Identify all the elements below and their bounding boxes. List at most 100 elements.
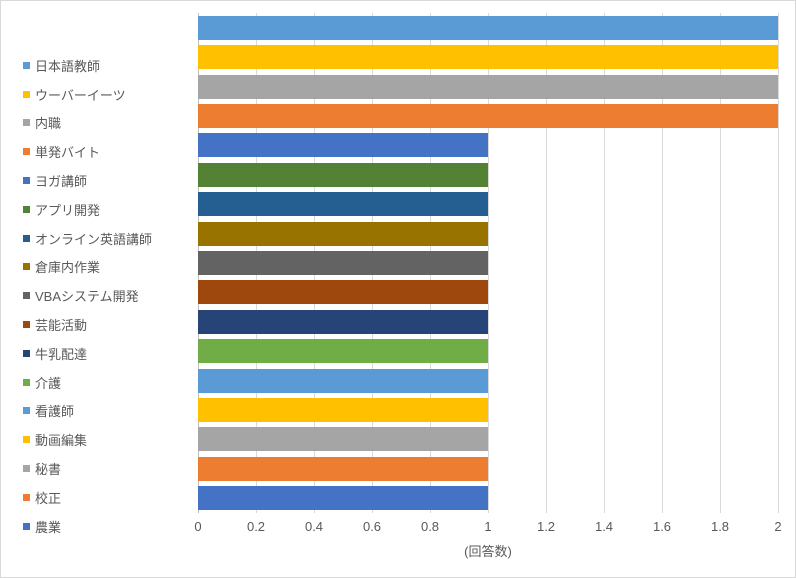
bar-band [198,366,778,395]
gridline [720,13,721,513]
bar-牛乳配達[interactable] [198,309,488,334]
bar-日本語教師[interactable] [198,15,778,40]
legend-label: 芸能活動 [35,318,88,334]
chart-legend: 日本語教師ウーバーイーツ 内職単発バイトヨガ講師アプリ開発オンライン英語講師 倉庫内… [23,51,152,541]
legend-label: 校正 [35,490,62,506]
x-tick-label: 1.6 [652,519,672,534]
legend-swatch-icon [23,349,30,357]
legend-swatch-icon [23,119,30,127]
bar-秘書[interactable] [198,427,488,452]
bar-band [198,454,778,483]
x-axis-ticks: 0 0.2 0.4 0.6 0.8 1 1.2 1.4 1.6 1.8 2 [194,513,782,534]
legend-label: 単発バイト [35,145,101,161]
legend-label: 日本語教師 [35,58,101,74]
bar-band [198,189,778,218]
legend-item[interactable]: 芸能活動 [23,310,152,339]
legend-swatch-icon [23,378,30,386]
legend-swatch-icon [23,522,30,530]
bar-単発バイト[interactable] [198,103,778,128]
legend-swatch-icon [23,465,30,473]
gridline [546,13,547,513]
bar-芸能活動[interactable] [198,280,488,305]
x-tick-label: 1 [484,519,492,534]
legend-item[interactable]: 単発バイト [23,137,152,166]
bar-band [198,101,778,130]
legend-swatch-icon [23,148,30,156]
x-tick-label: 0 [194,519,202,534]
bar-校正[interactable] [198,456,488,481]
gridline [662,13,663,513]
x-tick-label: 0.2 [246,519,266,534]
bar-VBAシステム開発[interactable] [198,250,488,275]
legend-swatch-icon [23,177,30,185]
legend-item[interactable]: 看護師 [23,397,152,426]
x-tick-label: 2 [774,519,782,534]
legend-item[interactable]: 内職 [23,109,152,138]
bar-動画編集[interactable] [198,397,488,422]
legend-label: 農業 [35,519,62,535]
bar-band [198,425,778,454]
bar-band [198,248,778,277]
x-axis-title: (回答数) [464,544,512,559]
legend-label: アプリ開発 [35,202,101,218]
bar-アプリ開発[interactable] [198,162,488,187]
bar-ヨガ講師[interactable] [198,133,488,158]
legend-label: ヨガ講師 [35,174,88,190]
x-tick-label: 1.8 [710,519,730,534]
legend-item[interactable]: 動画編集 [23,425,152,454]
legend-item[interactable]: オンライン英語講師 [23,224,152,253]
plot-area: 0 0.2 0.4 0.6 0.8 1 1.2 1.4 1.6 1.8 2 (回答数) [194,13,782,559]
legend-label: 牛乳配達 [35,346,88,362]
bar-農業[interactable] [198,486,488,511]
bar-band [198,160,778,189]
legend-item[interactable]: ウーバーイーツ [23,80,152,109]
legend-label: 介護 [35,375,62,391]
legend-swatch-icon [23,493,30,501]
legend-swatch-icon [23,90,30,98]
legend-item[interactable]: 日本語教師 [23,51,152,80]
legend-item[interactable]: VBAシステム開発 [23,281,152,310]
bar-series [198,13,778,513]
legend-swatch-icon [23,407,30,415]
bar-内職[interactable] [198,74,778,99]
legend-item[interactable]: 秘書 [23,454,152,483]
bar-オンライン英語講師[interactable] [198,192,488,217]
legend-swatch-icon [23,205,30,213]
bar-band [198,42,778,71]
legend-item[interactable]: 介護 [23,368,152,397]
bar-看護師[interactable] [198,368,488,393]
gridline [604,13,605,513]
bar-band [198,13,778,42]
gridline [778,13,779,513]
legend-item[interactable]: ヨガ講師 [23,166,152,195]
legend-swatch-icon [23,234,30,242]
bar-倉庫内作業[interactable] [198,221,488,246]
legend-swatch-icon [23,436,30,444]
bar-ウーバーイーツ[interactable] [198,45,778,70]
legend-item[interactable]: 農業 [23,512,152,541]
legend-label: 倉庫内作業 [35,260,101,276]
bar-band [198,395,778,424]
legend-swatch-icon [23,263,30,271]
bar-band [198,307,778,336]
bar-介護[interactable] [198,339,488,364]
legend-label: 内職 [35,116,62,132]
legend-label: VBAシステム開発 [35,289,139,305]
x-tick-label: 0.6 [362,519,382,534]
legend-item[interactable]: 牛乳配達 [23,339,152,368]
bar-band [198,484,778,513]
bar-band [198,72,778,101]
legend-label: ウーバーイーツ [35,87,126,103]
legend-label: 動画編集 [35,433,88,449]
legend-label: オンライン英語講師 [35,231,153,247]
bar-band [198,336,778,365]
legend-label: 秘書 [35,462,62,478]
legend-item[interactable]: 校正 [23,483,152,512]
bar-band [198,278,778,307]
legend-swatch-icon [23,292,30,300]
legend-item[interactable]: アプリ開発 [23,195,152,224]
legend-swatch-icon [23,61,30,69]
legend-label: 看護師 [35,404,75,420]
legend-item[interactable]: 倉庫内作業 [23,253,152,282]
